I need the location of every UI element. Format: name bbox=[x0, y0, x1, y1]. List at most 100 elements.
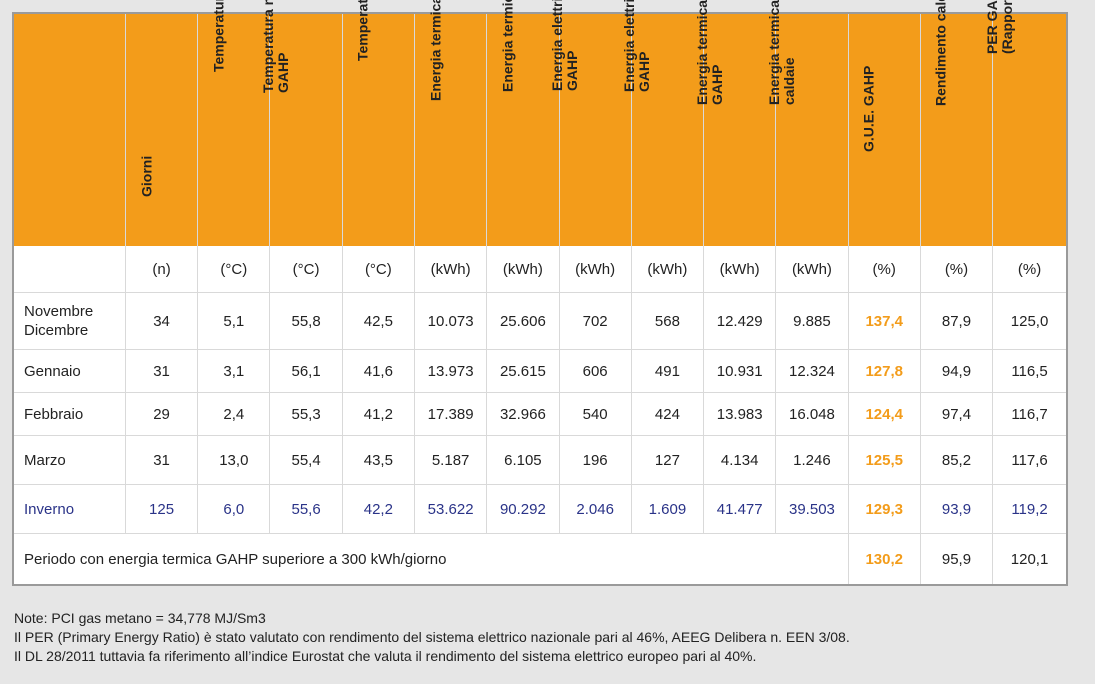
gue-cell: 137,4 bbox=[848, 292, 921, 350]
table-cell: 6.105 bbox=[486, 435, 560, 485]
table-cell: 95,9 bbox=[920, 533, 994, 584]
row-label: Novembre Dicembre bbox=[14, 292, 126, 350]
table-cell: 55,6 bbox=[269, 484, 343, 534]
table-cell: 32.966 bbox=[486, 392, 560, 436]
unit-cell: (kWh) bbox=[559, 246, 632, 293]
header-per: PER GAHP (Rapporto energia primaria) bbox=[984, 0, 1066, 246]
gue-cell: 129,3 bbox=[848, 484, 921, 534]
unit-cell: (kWh) bbox=[703, 246, 777, 293]
table-cell: 10.931 bbox=[703, 349, 777, 393]
unit-cell: (kWh) bbox=[486, 246, 560, 293]
table-cell: 56,1 bbox=[269, 349, 343, 393]
table-cell: 117,6 bbox=[992, 435, 1066, 485]
row-label: Febbraio bbox=[14, 392, 126, 436]
header-gas-caldaie: Energia termica gas caldaie bbox=[766, 0, 849, 246]
table-cell: 1.609 bbox=[631, 484, 705, 534]
table-cell: 12.324 bbox=[775, 349, 849, 393]
table-cell: 13.983 bbox=[703, 392, 777, 436]
table-cell: 25.606 bbox=[486, 292, 560, 350]
table-cell: 12.429 bbox=[703, 292, 777, 350]
table-cell: 4.134 bbox=[703, 435, 777, 485]
table-row-febbraio: Febbraio 29 2,4 55,3 41,2 17.389 32.966 … bbox=[14, 392, 1066, 436]
header-gas-gahp: Energia termica gas GAHP bbox=[694, 0, 777, 246]
unit-cell: (n) bbox=[125, 246, 199, 293]
periodo-label: Periodo con energia termica GAHP superio… bbox=[14, 533, 849, 584]
table-cell: 42,5 bbox=[342, 292, 415, 350]
note-dl: Il DL 28/2011 tuttavia fa riferimento al… bbox=[14, 648, 757, 664]
unit-cell: (%) bbox=[848, 246, 921, 293]
gue-cell: 127,8 bbox=[848, 349, 921, 393]
table-cell: 2.046 bbox=[559, 484, 632, 534]
table-cell: 41,6 bbox=[342, 349, 415, 393]
note-per: Il PER (Primary Energy Ratio) è stato va… bbox=[14, 629, 850, 645]
table-cell: 25.615 bbox=[486, 349, 560, 393]
table-cell: 127 bbox=[631, 435, 705, 485]
table-cell: 125,0 bbox=[992, 292, 1066, 350]
table-row-gennaio: Gennaio 31 3,1 56,1 41,6 13.973 25.615 6… bbox=[14, 349, 1066, 393]
row-label: Marzo bbox=[14, 435, 126, 485]
footnotes: Note: PCI gas metano = 34,778 MJ/Sm3 Il … bbox=[14, 609, 850, 666]
table-cell: 53.622 bbox=[414, 484, 488, 534]
table-row-marzo: Marzo 31 13,0 55,4 43,5 5.187 6.105 196 … bbox=[14, 435, 1066, 485]
unit-cell: (°C) bbox=[197, 246, 271, 293]
header-elettrica-lorda: Energia elettrica lorda GAHP bbox=[549, 0, 632, 246]
table-row-periodo: Periodo con energia termica GAHP superio… bbox=[14, 533, 1066, 584]
header-elettrica-netta: Energia elettrica netta GAHP bbox=[621, 0, 705, 246]
table-cell: 93,9 bbox=[920, 484, 994, 534]
unit-cell: (%) bbox=[992, 246, 1066, 293]
table-cell: 2,4 bbox=[197, 392, 271, 436]
units-row: (n) (°C) (°C) (°C) (kWh) (kWh) (kWh) (kW… bbox=[14, 246, 1066, 293]
header-gue: G.U.E. GAHP bbox=[848, 14, 921, 246]
unit-cell: (%) bbox=[920, 246, 994, 293]
table-cell: 116,5 bbox=[992, 349, 1066, 393]
unit-cell: (kWh) bbox=[775, 246, 849, 293]
header-cell-label bbox=[14, 14, 126, 246]
table-cell: 97,4 bbox=[920, 392, 994, 436]
table-cell: 125 bbox=[125, 484, 199, 534]
table-cell: 13,0 bbox=[197, 435, 271, 485]
table-cell: 3,1 bbox=[197, 349, 271, 393]
table-cell: 29 bbox=[125, 392, 199, 436]
unit-cell: (°C) bbox=[269, 246, 343, 293]
table-cell: 55,4 bbox=[269, 435, 343, 485]
table-cell: 85,2 bbox=[920, 435, 994, 485]
table-cell: 94,9 bbox=[920, 349, 994, 393]
table-row-novembre-dicembre: Novembre Dicembre 34 5,1 55,8 42,5 10.07… bbox=[14, 292, 1066, 350]
header-rendimento: Rendimento caldaie bbox=[920, 0, 994, 246]
unit-cell: (kWh) bbox=[414, 246, 488, 293]
table-cell: 540 bbox=[559, 392, 632, 436]
table-cell: 1.246 bbox=[775, 435, 849, 485]
table-cell: 702 bbox=[559, 292, 632, 350]
table-cell: 568 bbox=[631, 292, 705, 350]
gue-cell: 124,4 bbox=[848, 392, 921, 436]
table-cell: 17.389 bbox=[414, 392, 488, 436]
gue-cell: 125,5 bbox=[848, 435, 921, 485]
table-cell: 13.973 bbox=[414, 349, 488, 393]
table-cell: 491 bbox=[631, 349, 705, 393]
table-cell: 34 bbox=[125, 292, 199, 350]
table-cell: 55,3 bbox=[269, 392, 343, 436]
table-cell: 119,2 bbox=[992, 484, 1066, 534]
table-cell: 5,1 bbox=[197, 292, 271, 350]
table-row-inverno-total: Inverno 125 6,0 55,6 42,2 53.622 90.292 … bbox=[14, 484, 1066, 534]
header-giorni: Giorni bbox=[125, 14, 199, 246]
table-cell: 120,1 bbox=[1010, 550, 1049, 568]
unit-cell bbox=[14, 246, 126, 293]
unit-cell: (kWh) bbox=[631, 246, 705, 293]
table-cell: 116,7 bbox=[992, 392, 1066, 436]
header-energia-totale: Energia termica totale bbox=[486, 0, 560, 246]
table-cell: 39.503 bbox=[775, 484, 849, 534]
gue-cell: 130,2 bbox=[848, 533, 921, 584]
table-cell: 90.292 bbox=[486, 484, 560, 534]
table-cell: 9.885 bbox=[775, 292, 849, 350]
table-cell: 196 bbox=[559, 435, 632, 485]
table-cell: 6,0 bbox=[197, 484, 271, 534]
table-cell: 55,8 bbox=[269, 292, 343, 350]
header-temp-mandata: Temperatura mandata GAHP bbox=[260, 0, 343, 246]
unit-cell: (°C) bbox=[342, 246, 415, 293]
table-cell: 606 bbox=[559, 349, 632, 393]
